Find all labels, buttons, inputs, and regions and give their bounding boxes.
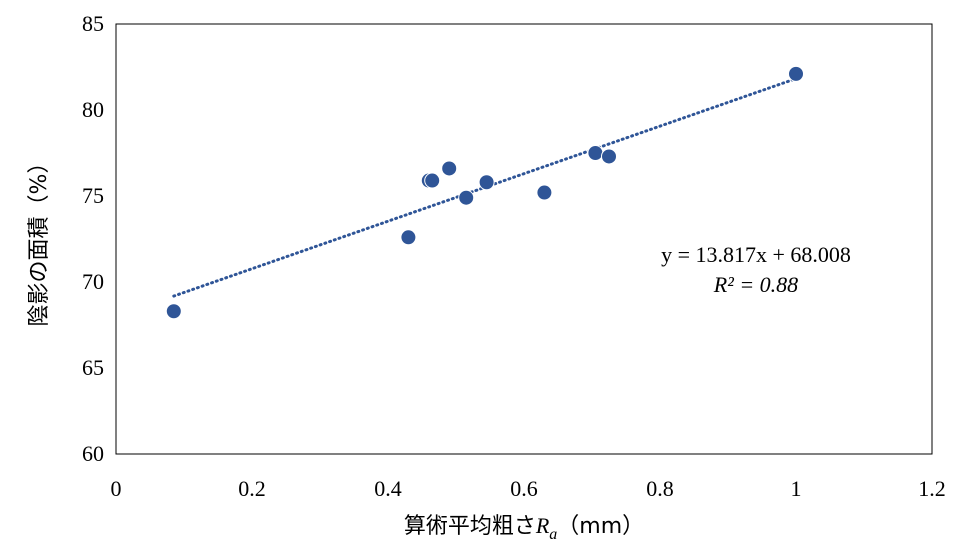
data-point — [601, 148, 617, 165]
data-point — [788, 65, 804, 82]
y-tick-label: 60 — [82, 441, 104, 466]
data-point — [587, 145, 604, 161]
trendline-equation: y = 13.817x + 68.008 — [661, 242, 851, 267]
x-tick-label: 1.2 — [918, 476, 946, 501]
y-tick-label: 70 — [82, 269, 104, 294]
y-tick-label: 65 — [82, 355, 104, 380]
x-axis-title-subscript: a — [549, 526, 557, 543]
plot-frame — [115, 23, 933, 455]
x-tick-label: 0.8 — [646, 476, 674, 501]
x-tick-label: 0 — [111, 476, 122, 501]
y-axis-title: 陰影の面積（%） — [27, 152, 52, 327]
y-tick-labels: 60 65 70 75 80 85 — [82, 11, 104, 466]
y-tick-label: 80 — [82, 97, 104, 122]
data-point — [536, 184, 553, 201]
data-point — [441, 160, 458, 177]
data-point — [478, 174, 495, 191]
data-point — [165, 303, 182, 320]
x-tick-label: 0.4 — [374, 476, 402, 501]
x-tick-label: 0.6 — [510, 476, 538, 501]
x-axis-title-unit: （mm） — [557, 514, 644, 539]
x-tick-label: 0.2 — [238, 476, 266, 501]
data-point — [424, 172, 441, 189]
y-tick-label: 75 — [82, 183, 104, 208]
y-tick-label: 85 — [82, 11, 104, 36]
x-axis-title-variable: R — [535, 513, 550, 538]
data-point — [400, 229, 417, 246]
x-tick-label: 1 — [791, 476, 802, 501]
data-point — [458, 189, 475, 206]
data-points — [165, 65, 804, 320]
x-axis-title: 算術平均粗さRa（mm） — [404, 513, 644, 543]
r-squared-label: R² = 0.88 — [713, 272, 798, 297]
x-tick-labels: 0 0.2 0.4 0.6 0.8 1 1.2 — [111, 476, 946, 501]
x-axis-title-main: 算術平均粗さ — [404, 514, 536, 539]
